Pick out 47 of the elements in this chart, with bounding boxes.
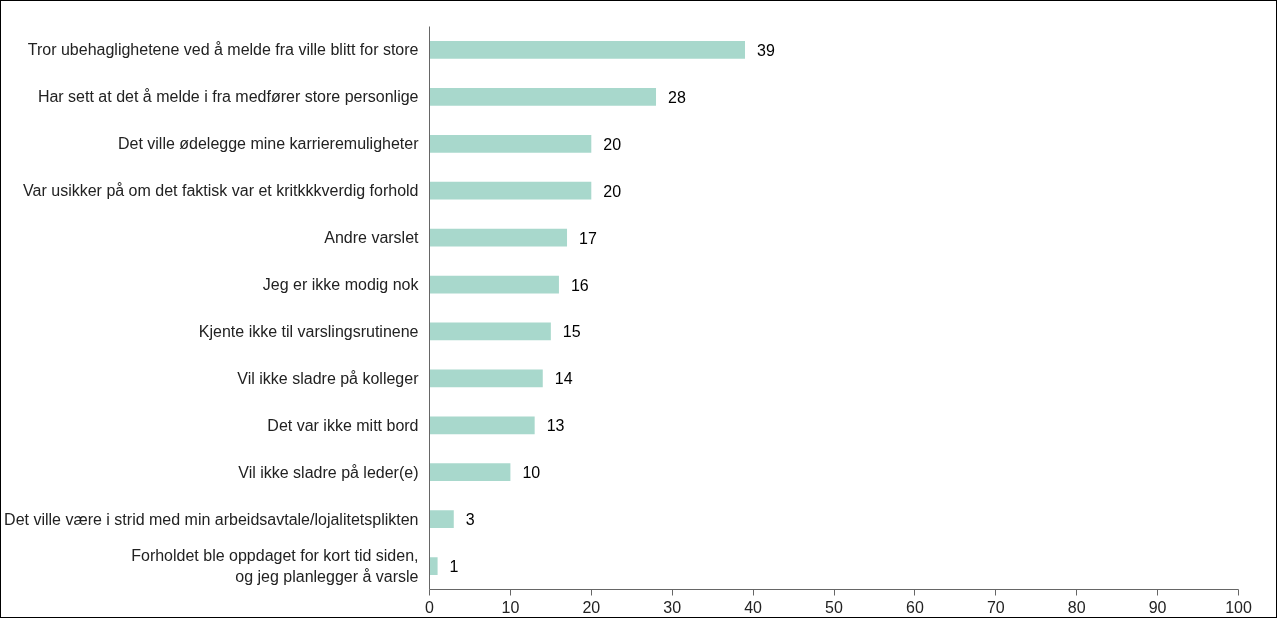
bar xyxy=(429,228,568,247)
data-label: 20 xyxy=(603,182,622,200)
bar xyxy=(429,416,535,435)
x-tick-label: 50 xyxy=(825,598,843,616)
bar xyxy=(429,322,551,341)
data-label: 1 xyxy=(449,558,459,576)
x-tick-label: 70 xyxy=(986,598,1005,616)
bar xyxy=(429,181,592,200)
y-tick-label: Vil ikke sladre på leder(e) xyxy=(238,463,419,481)
bar xyxy=(429,41,746,59)
bar xyxy=(429,557,438,575)
data-label: 39 xyxy=(757,41,775,59)
data-label: 14 xyxy=(554,370,573,388)
y-tick-label: Har sett at det å melde i fra medfører store personlige xyxy=(37,88,419,106)
data-label: 20 xyxy=(603,135,622,153)
y-tick-label: Tror ubehaglighetene ved å melde fra ville blitt for store xyxy=(27,41,419,59)
x-tick-label: 30 xyxy=(663,598,682,616)
y-tick-label: Det var ikke mitt bord xyxy=(267,416,419,434)
bar xyxy=(429,134,592,153)
y-tick-label: Var usikker på om det faktisk var et kritkkkverdig forhold xyxy=(23,182,419,200)
data-label: 28 xyxy=(668,88,686,106)
y-tick-label: Andre varslet xyxy=(324,229,420,247)
data-label: 3 xyxy=(465,511,475,529)
x-tick-label: 100 xyxy=(1225,598,1252,616)
x-tick-label: 80 xyxy=(1067,598,1086,616)
data-label: 16 xyxy=(570,276,589,294)
data-label: 15 xyxy=(562,323,581,341)
bar xyxy=(429,463,511,482)
x-tick-label: 10 xyxy=(501,598,520,616)
x-tick-label: 90 xyxy=(1148,598,1167,616)
data-label: 10 xyxy=(522,464,541,482)
bar xyxy=(429,275,559,294)
x-tick-label: 20 xyxy=(582,598,601,616)
x-tick-label: 0 xyxy=(425,598,435,616)
x-tick-label: 60 xyxy=(906,598,924,616)
y-tick-label: Det ville ødelegge mine karrieremuligheter xyxy=(117,135,420,153)
y-tick-label: Kjente ikke til varslingsrutinene xyxy=(198,322,419,340)
bar xyxy=(429,369,543,388)
y-tick-label: Forholdet ble oppdaget for kort tid siden, og jeg planlegger å varsle xyxy=(131,547,419,585)
y-tick-label: Det ville være i strid med min arbeidsavtale/lojalitetsplikten xyxy=(4,510,419,528)
y-tick-label: Vil ikke sladre på kolleger xyxy=(237,369,420,387)
data-label: 13 xyxy=(546,417,565,435)
data-label: 17 xyxy=(579,229,597,247)
bar xyxy=(429,87,657,106)
bar xyxy=(429,510,454,529)
y-tick-label: Jeg er ikke modig nok xyxy=(262,276,420,294)
x-tick-label: 40 xyxy=(744,598,763,616)
